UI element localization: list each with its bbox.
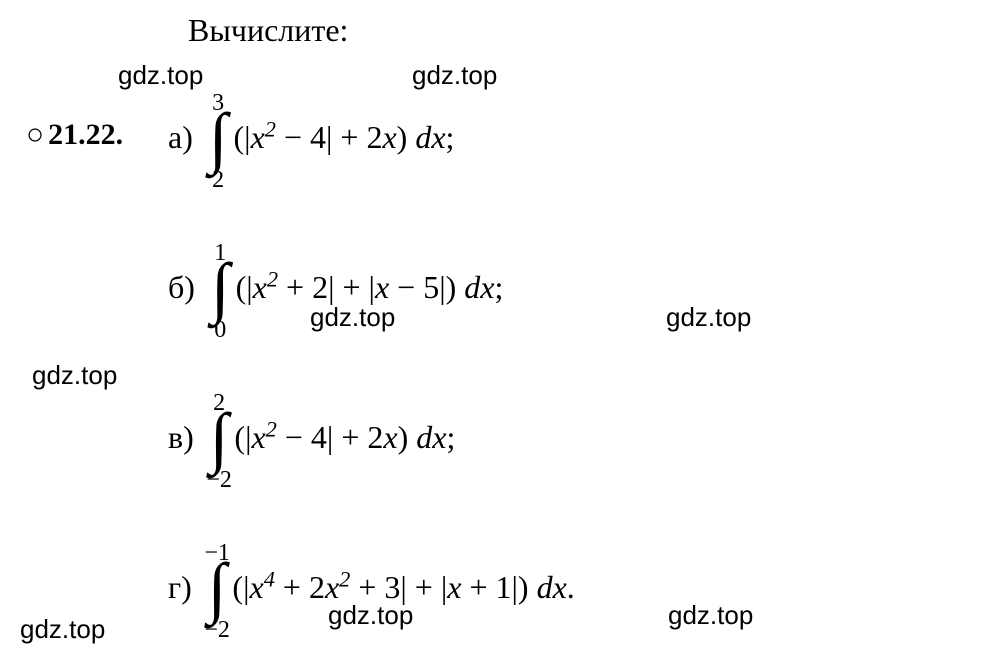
expr-c-end: ; xyxy=(446,419,455,455)
part-b-label: б) xyxy=(168,269,195,306)
integral-d: −1 ∫ −2 xyxy=(208,560,227,614)
expr-d-diff: dx xyxy=(529,569,567,605)
expr-b-sup1: 2 xyxy=(267,266,278,291)
integral-symbol-icon: ∫ xyxy=(208,560,227,614)
integral-a: 3 ∫ 2 xyxy=(209,110,228,164)
integral-b-upper: 1 xyxy=(214,240,226,267)
expr-c-close: ) xyxy=(398,419,409,455)
expr-b-var1: x xyxy=(253,269,267,305)
expr-b-prefix: (| xyxy=(236,269,253,305)
integral-a-lower: 2 xyxy=(212,167,224,194)
expr-c-var1: x xyxy=(251,419,265,455)
integral-b-lower: 0 xyxy=(214,317,226,344)
expr-b-close: − 5|) xyxy=(389,269,456,305)
watermark-text: gdz.top xyxy=(118,60,203,91)
integral-a-upper: 3 xyxy=(212,90,224,117)
expr-d-end: . xyxy=(567,569,575,605)
expr-b-diff: dx xyxy=(456,269,494,305)
expr-a-close: ) xyxy=(397,119,408,155)
expr-c-prefix: (| xyxy=(234,419,251,455)
integral-d-lower: −2 xyxy=(204,617,230,644)
expr-a-var2: x xyxy=(382,119,396,155)
expr-b-var2: x xyxy=(375,269,389,305)
expr-c-var2: x xyxy=(383,419,397,455)
expr-c-diff: dx xyxy=(408,419,446,455)
integral-c: 2 ∫ −2 xyxy=(210,410,229,464)
expr-c: (|x2 − 4| + 2x) dx; xyxy=(234,419,455,456)
integral-symbol-icon: ∫ xyxy=(209,110,228,164)
integral-d-upper: −1 xyxy=(204,540,230,567)
integral-symbol-icon: ∫ xyxy=(210,410,229,464)
part-a: а) 3 ∫ 2 (|x2 − 4| + 2x) dx; xyxy=(168,110,454,164)
watermark-text: gdz.top xyxy=(32,360,117,391)
integral-c-upper: 2 xyxy=(213,390,225,417)
watermark-text: gdz.top xyxy=(666,302,751,333)
expr-a-diff: dx xyxy=(407,119,445,155)
expr-d-prefix: (| xyxy=(232,569,249,605)
watermark-text: gdz.top xyxy=(20,614,105,645)
watermark-text: gdz.top xyxy=(412,60,497,91)
expr-a-sup1: 2 xyxy=(265,116,276,141)
expr-a: (|x2 − 4| + 2x) dx; xyxy=(234,119,455,156)
expr-a-mid1: − 4| + 2 xyxy=(276,119,383,155)
difficulty-marker: ○ xyxy=(26,118,44,151)
integral-c-lower: −2 xyxy=(206,467,232,494)
integral-b: 1 ∫ 0 xyxy=(211,260,230,314)
watermark-text: gdz.top xyxy=(328,600,413,631)
expr-d-sup1: 4 xyxy=(264,566,275,591)
expr-a-prefix: (| xyxy=(234,119,251,155)
part-c-label: в) xyxy=(168,419,194,456)
part-a-label: а) xyxy=(168,119,193,156)
part-d-label: г) xyxy=(168,569,192,606)
expr-c-mid1: − 4| + 2 xyxy=(277,419,384,455)
watermark-text: gdz.top xyxy=(668,600,753,631)
integral-symbol-icon: ∫ xyxy=(211,260,230,314)
watermark-text: gdz.top xyxy=(310,302,395,333)
problem-number: ○21.22. xyxy=(26,118,123,152)
expr-b-mid1: + 2| + | xyxy=(278,269,375,305)
expr-d-sup2: 2 xyxy=(339,566,350,591)
expr-a-end: ; xyxy=(446,119,455,155)
expr-a-var1: x xyxy=(251,119,265,155)
part-c: в) 2 ∫ −2 (|x2 − 4| + 2x) dx; xyxy=(168,410,455,464)
problem-number-text: 21.22. xyxy=(48,118,123,151)
expr-d-var1: x xyxy=(249,569,263,605)
expr-c-sup1: 2 xyxy=(266,416,277,441)
page-title: Вычислите: xyxy=(188,12,348,49)
expr-d-mid1: + 2 xyxy=(275,569,325,605)
expr-d-var3: x xyxy=(447,569,461,605)
expr-b-end: ; xyxy=(494,269,503,305)
expr-b: (|x2 + 2| + |x − 5|) dx; xyxy=(236,269,504,306)
expr-d-close: + 1|) xyxy=(461,569,528,605)
